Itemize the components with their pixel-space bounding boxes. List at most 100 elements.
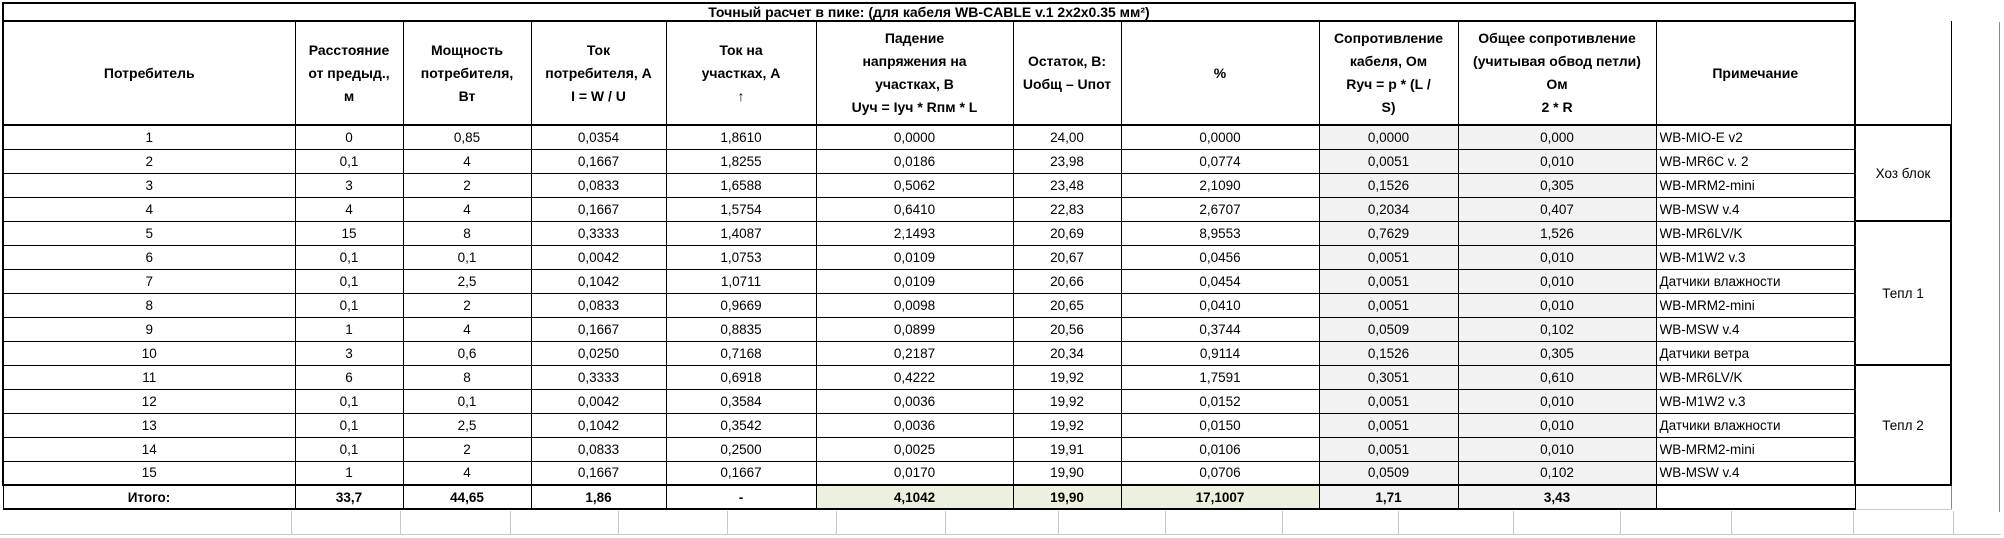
cell-percent[interactable]: 0,0774 <box>1120 148 1320 174</box>
cell-remainder[interactable]: 23,98 <box>1012 148 1122 174</box>
cell-distance[interactable]: 0,1 <box>294 412 404 438</box>
cell-voltage-drop[interactable]: 0,0000 <box>815 124 1014 150</box>
cell-cable-resistance[interactable]: 0,0051 <box>1318 388 1459 414</box>
cell-consumer[interactable]: 9 <box>2 316 296 342</box>
cell-cable-resistance[interactable]: 0,7629 <box>1318 220 1459 246</box>
col-header-segment-current[interactable]: Ток на участках, А ↑ <box>665 20 817 126</box>
cell-segment-current[interactable]: 0,6918 <box>665 364 817 390</box>
cell-note[interactable]: WB-M1W2 v.3 <box>1655 388 1856 414</box>
cell-totals-label[interactable]: Итого: <box>2 484 296 510</box>
cell-consumer[interactable]: 2 <box>2 148 296 174</box>
cell-distance[interactable]: 0,1 <box>294 148 404 174</box>
col-header-total-resistance[interactable]: Общее сопротивление (учитывая обвод петл… <box>1457 20 1657 126</box>
col-header-note[interactable]: Примечание <box>1655 20 1856 126</box>
cell-power[interactable]: 2,5 <box>402 268 532 294</box>
cell-segment-current[interactable]: 0,8835 <box>665 316 817 342</box>
cell-consumer[interactable]: 1 <box>2 124 296 150</box>
cell-current[interactable]: 0,1667 <box>530 460 667 486</box>
cell-total-resistance[interactable]: 0,010 <box>1457 436 1657 462</box>
cell-cable-resistance[interactable]: 0,0051 <box>1318 244 1459 270</box>
cell-percent[interactable]: 0,0410 <box>1120 292 1320 318</box>
cell-cable-resistance[interactable]: 0,0051 <box>1318 436 1459 462</box>
group-label-cell[interactable]: Тепл 2 <box>1854 364 1952 486</box>
cell-cable-resistance[interactable]: 0,0051 <box>1318 292 1459 318</box>
cell-power[interactable]: 0,85 <box>402 124 532 150</box>
cell-power[interactable]: 2 <box>402 172 532 198</box>
cell-voltage-drop[interactable]: 0,5062 <box>815 172 1014 198</box>
cell-percent[interactable]: 2,1090 <box>1120 172 1320 198</box>
cell-percent[interactable]: 0,0454 <box>1120 268 1320 294</box>
cell-cable-resistance[interactable]: 0,3051 <box>1318 364 1459 390</box>
cell-remainder[interactable]: 20,65 <box>1012 292 1122 318</box>
cell-note[interactable]: WB-M1W2 v.3 <box>1655 244 1856 270</box>
cell-current[interactable]: 0,0833 <box>530 292 667 318</box>
cell-remainder[interactable]: 20,34 <box>1012 340 1122 366</box>
cell-total-voltage-drop[interactable]: 4,1042 <box>815 484 1014 510</box>
cell-segment-current[interactable]: 1,6588 <box>665 172 817 198</box>
cell-power[interactable]: 2 <box>402 436 532 462</box>
cell-segment-current[interactable]: 0,9669 <box>665 292 817 318</box>
cell-voltage-drop[interactable]: 0,0170 <box>815 460 1014 486</box>
cell-percent[interactable]: 0,0150 <box>1120 412 1320 438</box>
cell-voltage-drop[interactable]: 0,0036 <box>815 412 1014 438</box>
cell-remainder[interactable]: 20,66 <box>1012 268 1122 294</box>
cell-current[interactable]: 0,1042 <box>530 412 667 438</box>
cell-total-resistance[interactable]: 0,407 <box>1457 196 1657 222</box>
cell-note[interactable]: WB-MR6C v. 2 <box>1655 148 1856 174</box>
cell-segment-current[interactable]: 1,0711 <box>665 268 817 294</box>
group-label-cell[interactable]: Хоз блок <box>1854 124 1952 222</box>
cell-remainder[interactable]: 20,67 <box>1012 244 1122 270</box>
cell-remainder[interactable]: 19,92 <box>1012 364 1122 390</box>
cell-consumer[interactable]: 8 <box>2 292 296 318</box>
cell-note[interactable]: WB-MIO-E v2 <box>1655 124 1856 150</box>
cell-remainder[interactable]: 19,90 <box>1012 460 1122 486</box>
cell-segment-current[interactable]: 1,5754 <box>665 196 817 222</box>
cell-power[interactable]: 4 <box>402 460 532 486</box>
cell-distance[interactable]: 0,1 <box>294 268 404 294</box>
cell-percent[interactable]: 1,7591 <box>1120 364 1320 390</box>
cell-segment-current[interactable]: 1,8610 <box>665 124 817 150</box>
cell-consumer[interactable]: 7 <box>2 268 296 294</box>
cell-total-segment-current[interactable]: - <box>665 484 817 510</box>
cell-remainder[interactable]: 22,83 <box>1012 196 1122 222</box>
col-header-voltage-drop[interactable]: Падение напряжения на участках, В Uуч = … <box>815 20 1014 126</box>
cell-remainder[interactable]: 20,69 <box>1012 220 1122 246</box>
cell-total-resistance[interactable]: 0,610 <box>1457 364 1657 390</box>
cell-distance[interactable]: 15 <box>294 220 404 246</box>
cell-consumer[interactable]: 3 <box>2 172 296 198</box>
cell-note[interactable]: WB-MSW v.4 <box>1655 316 1856 342</box>
col-header-cable-resistance[interactable]: Сопротивление кабеля, Ом Rуч = p * (L / … <box>1318 20 1459 126</box>
col-header-percent[interactable]: % <box>1120 20 1320 126</box>
cell-distance[interactable]: 4 <box>294 196 404 222</box>
cell-consumer[interactable]: 6 <box>2 244 296 270</box>
cell-distance[interactable]: 6 <box>294 364 404 390</box>
cell-voltage-drop[interactable]: 0,0186 <box>815 148 1014 174</box>
cell-power[interactable]: 2,5 <box>402 412 532 438</box>
cell-distance[interactable]: 0,1 <box>294 244 404 270</box>
cell-consumer[interactable]: 5 <box>2 220 296 246</box>
cell-total-resistance[interactable]: 0,010 <box>1457 268 1657 294</box>
cell-cable-resistance[interactable]: 0,0000 <box>1318 124 1459 150</box>
cell-percent[interactable]: 0,0152 <box>1120 388 1320 414</box>
cell-total-power[interactable]: 44,65 <box>402 484 532 510</box>
cell-note[interactable]: WB-MRM2-mini <box>1655 292 1856 318</box>
cell-remainder[interactable]: 23,48 <box>1012 172 1122 198</box>
cell-voltage-drop[interactable]: 0,0109 <box>815 244 1014 270</box>
cell-voltage-drop[interactable]: 0,0036 <box>815 388 1014 414</box>
cell-distance[interactable]: 3 <box>294 172 404 198</box>
cell-remainder[interactable]: 24,00 <box>1012 124 1122 150</box>
cell-total-resistance[interactable]: 0,010 <box>1457 292 1657 318</box>
col-header-consumer[interactable]: Потребитель <box>2 20 296 126</box>
cell-segment-current[interactable]: 0,1667 <box>665 460 817 486</box>
cell-total-remainder[interactable]: 19,90 <box>1012 484 1122 510</box>
cell-total-cable-resistance[interactable]: 1,71 <box>1318 484 1459 510</box>
cell-power[interactable]: 0,1 <box>402 244 532 270</box>
cell-total-resistance[interactable]: 0,010 <box>1457 412 1657 438</box>
cell-cable-resistance[interactable]: 0,0051 <box>1318 412 1459 438</box>
cell-remainder[interactable]: 20,56 <box>1012 316 1122 342</box>
cell-voltage-drop[interactable]: 0,4222 <box>815 364 1014 390</box>
cell-segment-current[interactable]: 0,2500 <box>665 436 817 462</box>
cell-cable-resistance[interactable]: 0,0051 <box>1318 148 1459 174</box>
cell-segment-current[interactable]: 1,8255 <box>665 148 817 174</box>
cell-distance[interactable]: 0,1 <box>294 292 404 318</box>
